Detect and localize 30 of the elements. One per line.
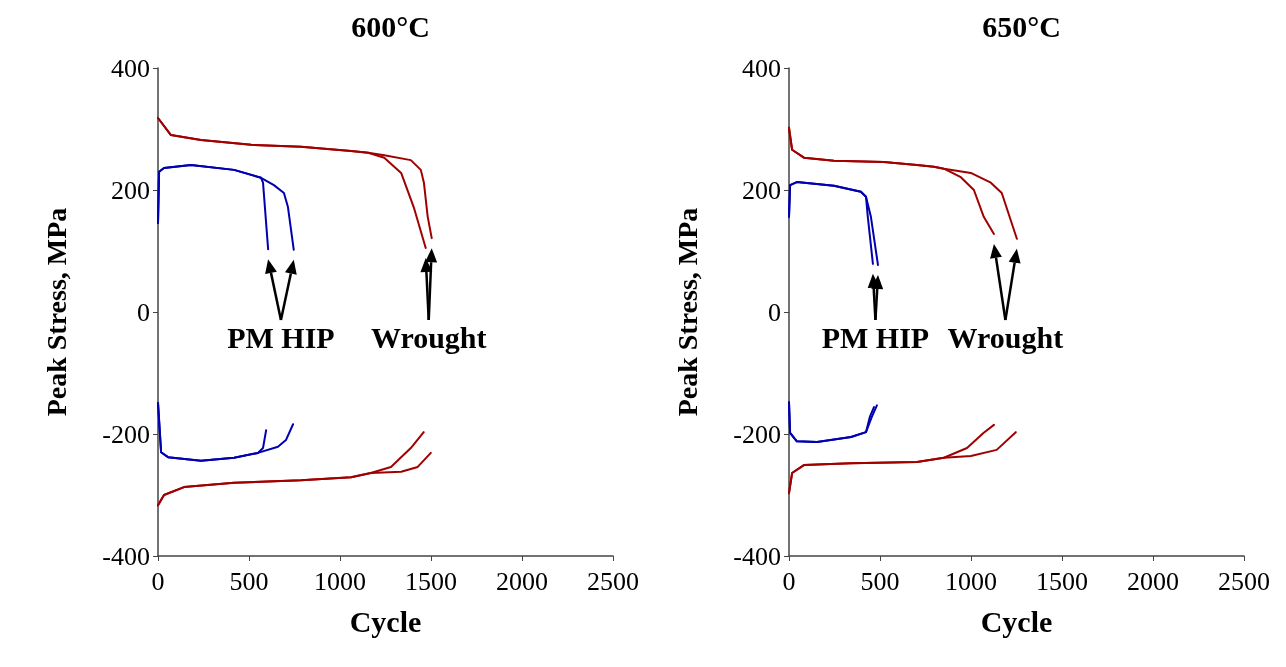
x-tick-label: 2500 — [1218, 566, 1270, 596]
y-axis-title: Peak Stress, MPa — [40, 207, 72, 417]
x-tick-label: 2000 — [1127, 566, 1179, 596]
y-tick-label: 400 — [742, 53, 781, 83]
x-tick-label: 1500 — [1036, 566, 1088, 596]
x-tick-label: 500 — [229, 566, 269, 596]
annotation: Wrought — [370, 321, 487, 354]
y-axis-title: Peak Stress, MPa — [671, 207, 703, 417]
x-tick-label: 1000 — [314, 566, 366, 596]
y-tick-label: -400 — [102, 541, 150, 571]
chart-title: 600°C — [351, 9, 430, 43]
y-tick-label: -200 — [102, 419, 150, 449]
y-tick-label: 200 — [111, 175, 150, 205]
y-tick-label: 200 — [742, 175, 781, 205]
chart-title: 650°C — [982, 9, 1061, 43]
y-tick-label: -400 — [733, 541, 781, 571]
annotation: PM HIP — [821, 321, 930, 354]
y-tick-label: 400 — [111, 53, 150, 83]
y-tick-label: 0 — [768, 297, 781, 327]
y-tick-label: -200 — [733, 419, 781, 449]
x-tick-label: 500 — [860, 566, 900, 596]
x-tick-label: 1000 — [945, 566, 997, 596]
x-axis-title: Cycle — [349, 604, 422, 638]
y-tick-label: 0 — [137, 297, 150, 327]
annotation: Wrought — [947, 321, 1064, 354]
x-tick-label: 1500 — [405, 566, 457, 596]
annotation: PM HIP — [227, 321, 335, 354]
x-axis-title: Cycle — [980, 604, 1053, 638]
x-tick-label: 2500 — [587, 566, 639, 596]
x-tick-label: 2000 — [496, 566, 548, 596]
